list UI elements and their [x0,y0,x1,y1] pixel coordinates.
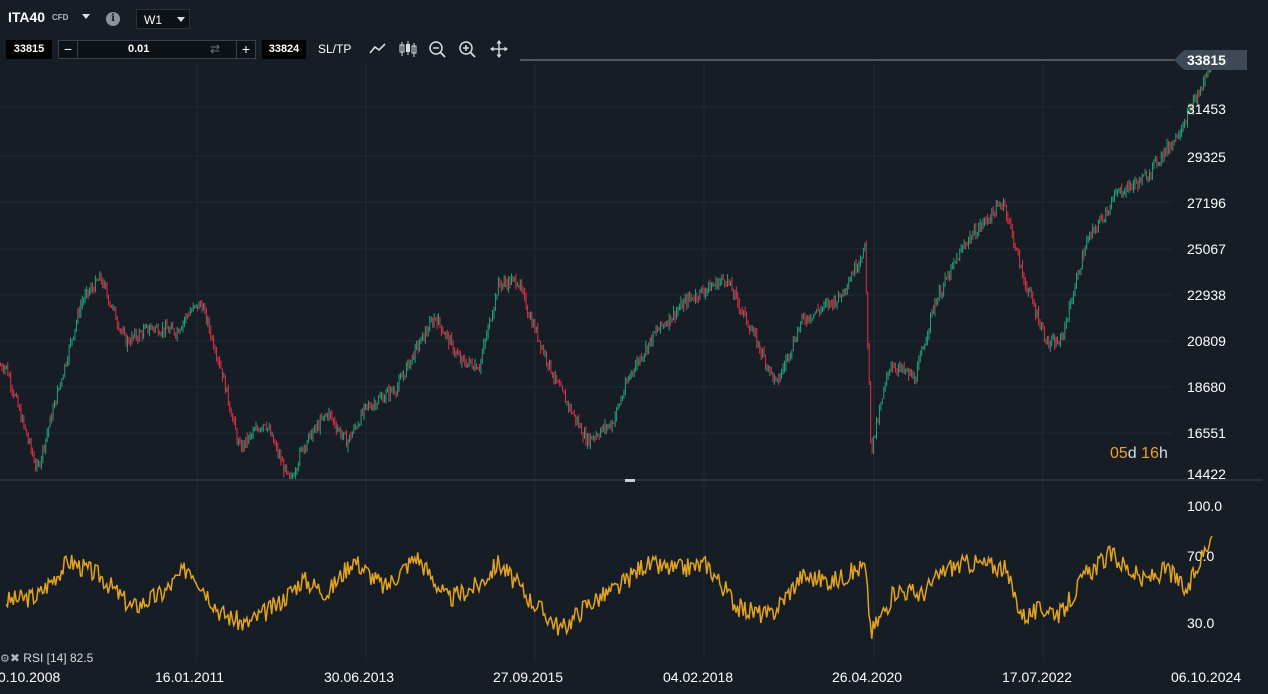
chevron-down-icon [177,17,185,22]
info-icon[interactable]: i [106,12,120,26]
symbol-name[interactable]: ITA40 [8,9,46,25]
settings-icon[interactable]: ⚙ [0,653,10,665]
symbol-type-badge: CFD [52,13,69,22]
price-axis-label: 31453 [1187,101,1226,117]
time-axis-label: 04.02.2018 [663,669,734,685]
ask-price-button[interactable]: 33824 [262,40,306,59]
candle-countdown: 05d 16h [1110,445,1168,463]
rsi-indicator-label: ⚙✖ RSI [14] 82.5 [0,651,93,665]
price-axis-label: 25067 [1187,241,1226,257]
line-chart-icon[interactable] [367,39,389,59]
rsi-axis-label: 30.0 [1187,615,1214,631]
sltp-button[interactable]: SL/TP [318,42,352,56]
price-axis-label: 22938 [1187,287,1226,303]
rsi-panel: 100.070.030.0 [5,498,1222,639]
price-axis: 33815 31453 29325 27196 25067 22938 20809 18680… [520,50,1247,482]
price-axis-label: 14422 [1187,466,1226,482]
rsi-value-text: RSI [14] 82.5 [23,651,94,665]
time-axis-label: 27.09.2015 [493,669,564,685]
zoom-out-icon[interactable] [427,39,449,59]
time-axis-label: 06.10.2024 [1171,669,1242,685]
candlestick-icon[interactable] [397,39,419,59]
timeframe-value: W1 [144,13,162,27]
time-axis-label: 30.06.2013 [324,669,395,685]
price-axis-label: 18680 [1187,379,1226,395]
countdown-days: 05 [1110,445,1128,462]
current-price-marker [1174,50,1247,70]
close-icon[interactable]: ✖ [9,651,20,665]
swap-icon[interactable]: ⇄ [210,42,221,56]
time-axis-label: 26.04.2020 [832,669,903,685]
move-icon[interactable] [488,39,510,59]
volume-decrease-button[interactable]: − [58,40,78,59]
rsi-axis-label: 100.0 [1187,498,1222,514]
countdown-hours: 16 [1141,445,1159,462]
volume-increase-button[interactable]: + [236,40,256,59]
symbol-dropdown-icon[interactable] [82,14,90,19]
panel-resize-handle [625,479,635,482]
price-axis-label: 27196 [1187,195,1226,211]
volume-value: 0.01 [128,43,150,55]
rsi-line [5,535,1213,639]
time-axis-label: 0.10.2008 [0,669,61,685]
volume-input[interactable]: 0.01 ⇄ [78,40,236,59]
candlestick-series [0,63,1212,479]
price-axis-label: 16551 [1187,425,1226,441]
trade-toolbar: ITA40 CFD i W1 33815 − 0.01 ⇄ + 33824 SL… [0,0,1268,64]
time-axis-label: 16.01.2011 [155,669,225,685]
zoom-in-icon[interactable] [457,39,479,59]
time-axis-label: 17.07.2022 [1002,669,1073,685]
bid-price-button[interactable]: 33815 [6,40,52,59]
timeframe-select[interactable]: W1 [136,9,190,29]
countdown-hours-unit: h [1158,445,1168,462]
countdown-days-unit: d [1127,445,1137,462]
price-axis-label: 29325 [1187,149,1226,165]
current-price-label: 33815 [1187,52,1226,68]
chart-grid [0,62,1262,660]
price-axis-label: 20809 [1187,333,1226,349]
